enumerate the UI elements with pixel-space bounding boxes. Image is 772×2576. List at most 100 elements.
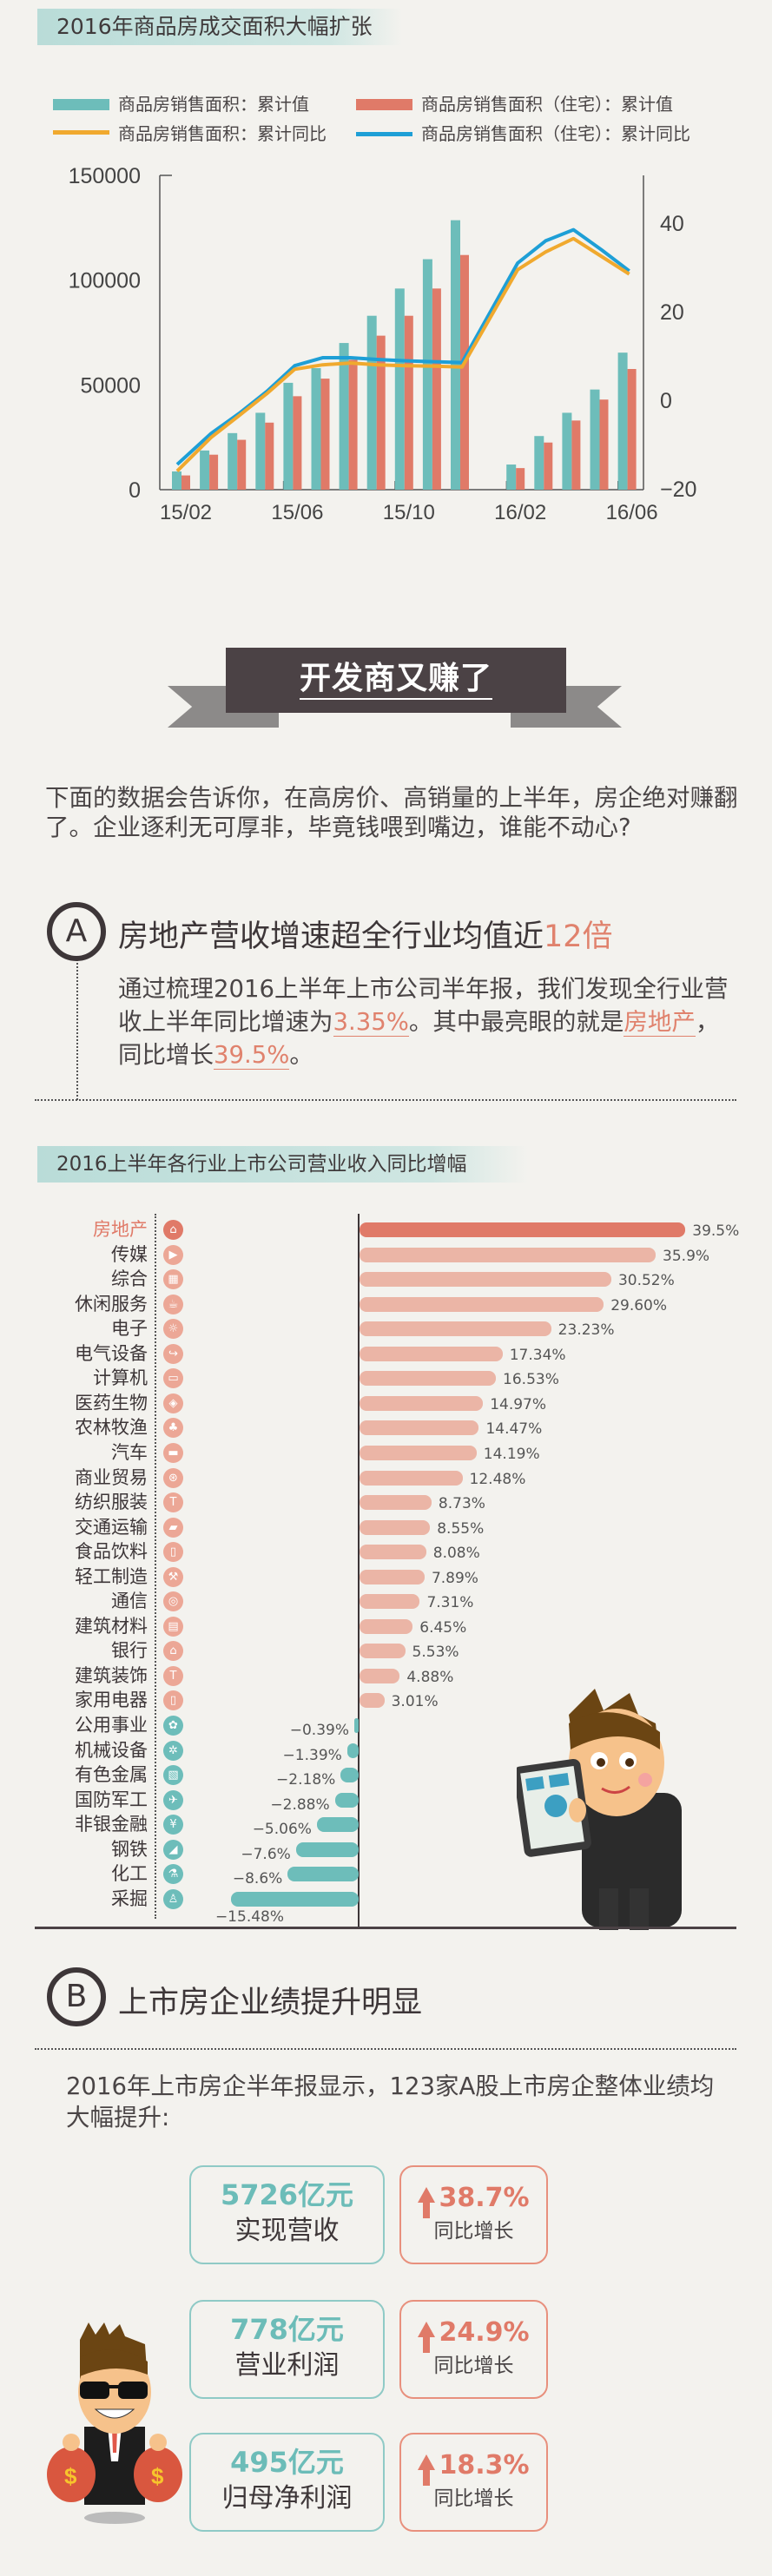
industry-bar (360, 1644, 406, 1659)
industry-bar (230, 1891, 359, 1907)
legend-label: 商品房销售面积（住宅）：累计同比 (421, 123, 690, 144)
bar-residential (376, 335, 386, 490)
grid-icon: ▦ (163, 1269, 183, 1290)
svg-text:$: $ (151, 2463, 164, 2489)
miner-icon: ♙ (163, 1888, 183, 1909)
bar-value-label: −2.18% (276, 1771, 336, 1789)
x-axis-tick-label: 15/06 (271, 501, 323, 524)
flask-icon: ⚗ (163, 1864, 183, 1885)
highlight-real-estate: 房地产 (624, 1008, 696, 1037)
stat-net-profit: 495亿元归母净利润 (189, 2433, 385, 2532)
industry-label: 综合 (111, 1268, 148, 1290)
stat-label: 归母净利润 (221, 2483, 353, 2513)
bar-value-label: 14.97% (490, 1395, 547, 1413)
gears-icon: ✲ (163, 1740, 183, 1761)
bar-value-label: 30.52% (617, 1272, 675, 1290)
bar-residential (627, 368, 637, 490)
industry-bar (360, 1545, 426, 1560)
text: ，同比增长 (118, 1008, 720, 1069)
left-axis-tick-label: 100000 (69, 269, 141, 293)
metal-icon: ▧ (163, 1765, 183, 1786)
growth-value: 24.9% (439, 2317, 530, 2348)
industry-bar (360, 1693, 385, 1709)
section-banner: 开发商又赚了 (226, 648, 566, 713)
bar-residential (516, 468, 525, 490)
arrow-up-icon (418, 2454, 436, 2486)
bar-value-label: 16.53% (503, 1371, 559, 1389)
growth-label: 同比增长 (433, 2220, 514, 2243)
industry-label: 食品饮料 (75, 1541, 148, 1563)
bar-residential (237, 439, 247, 490)
bar-residential (320, 379, 330, 490)
industry-bar (360, 1668, 400, 1683)
svg-text:$: $ (64, 2463, 77, 2489)
chart2-title: 2016上半年各行业上市公司营业收入同比增幅 (37, 1146, 528, 1183)
industry-label: 建筑装饰 (75, 1664, 148, 1686)
growth-net-profit: 18.3% 同比增长 (399, 2433, 548, 2532)
bar-total (366, 315, 377, 490)
section-a-paragraph: 通过梳理2016上半年上市公司半年报，我们发现全行业营收上半年同比增速为3.35… (118, 972, 736, 1071)
bar-value-label: 6.45% (419, 1618, 467, 1637)
industry-label: 农林牧渔 (75, 1417, 148, 1439)
bar-residential (404, 315, 413, 490)
industry-label: 商业贸易 (75, 1466, 148, 1488)
industry-label: 化工 (111, 1863, 148, 1885)
stat-value: 778亿元 (230, 2313, 344, 2346)
car-icon: ▬ (163, 1442, 183, 1463)
bar-value-label: 23.23% (558, 1321, 615, 1340)
text: 。其中最亮眼的就是 (408, 1008, 624, 1036)
industry-bar (295, 1841, 359, 1857)
text: 。 (289, 1041, 313, 1069)
bar-residential (571, 420, 581, 490)
industry-label: 公用事业 (75, 1715, 148, 1736)
bar-total (311, 368, 321, 490)
bar-value-label: −5.06% (252, 1821, 312, 1839)
bar-total (506, 464, 517, 490)
x-axis-tick-label: 15/02 (160, 501, 212, 524)
industry-bar (360, 1420, 479, 1436)
bar-residential (460, 254, 469, 490)
legend-label: 商品房销售面积（住宅）：累计值 (421, 94, 673, 115)
highlight-all-industry-growth: 3.35% (333, 1008, 409, 1037)
bar-residential (544, 442, 553, 490)
x-axis-tick-label: 16/02 (494, 501, 546, 524)
bar-value-label: −0.39% (289, 1722, 349, 1739)
bar-value-label: 8.55% (437, 1519, 485, 1538)
bar-value-label: 17.34% (509, 1346, 566, 1364)
section-b-badge: B (47, 1967, 106, 2026)
x-axis-tick-label: 15/10 (383, 501, 435, 524)
industry-label: 家用电器 (75, 1690, 148, 1711)
media-icon: ▶ (163, 1244, 183, 1265)
industry-label: 机械设备 (75, 1739, 148, 1761)
industry-bar (360, 1346, 503, 1361)
growth-label: 同比增长 (433, 2355, 514, 2377)
bar-residential (432, 288, 441, 490)
bar-residential (348, 359, 358, 490)
stat-value: 495亿元 (230, 2446, 344, 2479)
industry-label: 电气设备 (75, 1342, 148, 1364)
bar-value-label: 29.60% (610, 1296, 668, 1314)
industry-bar (360, 1519, 431, 1535)
cup-icon: ☕ (163, 1294, 183, 1314)
industry-label: 电子 (111, 1318, 148, 1340)
industry-label: 汽车 (111, 1441, 148, 1463)
industry-label: 医药生物 (75, 1392, 148, 1413)
legend-label: 商品房销售面积：累计同比 (118, 123, 327, 144)
section-a-title: 房地产营收增速超全行业均值近12倍 (118, 912, 613, 956)
bulb-icon: ☼ (163, 1319, 183, 1340)
left-axis-tick-label: 0 (129, 478, 141, 503)
industry-label: 采掘 (111, 1888, 148, 1909)
house-icon: ⌂ (163, 1220, 183, 1240)
bar-total (451, 220, 460, 490)
stat-operating-profit: 778亿元营业利润 (189, 2300, 385, 2399)
man-with-tablet-illustration (517, 1689, 682, 1930)
stat-label: 营业利润 (234, 2350, 340, 2381)
section-b-paragraph: 2016年上市房企半年报显示，123家A股上市房企整体业绩均大幅提升: (66, 2072, 715, 2131)
intro-paragraph: 下面的数据会告诉你，在高房价、高销量的上半年，房企绝对赚翻了。企业逐利无可厚非，… (45, 784, 738, 841)
bank-icon: ⌂ (163, 1641, 183, 1662)
bar-value-label: 39.5% (692, 1222, 740, 1240)
yen-icon: ¥ (163, 1815, 183, 1835)
stat-revenue: 5726亿元 实现营收 (189, 2165, 385, 2264)
growth-value: 18.3% (439, 2450, 530, 2480)
growth-label: 同比增长 (433, 2487, 514, 2510)
